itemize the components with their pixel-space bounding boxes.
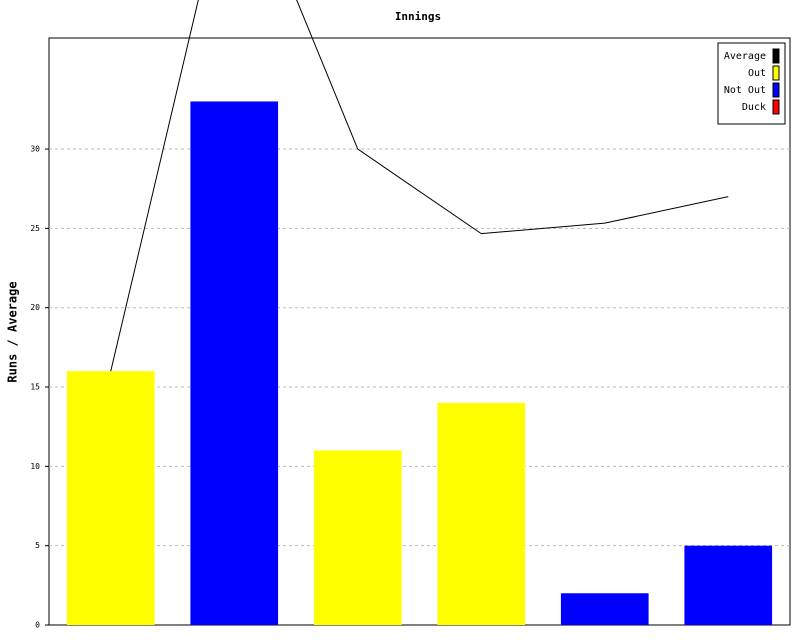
bar: [190, 101, 279, 625]
legend-swatch: [772, 99, 780, 115]
legend-label: Average: [724, 51, 766, 62]
bar: [684, 545, 773, 625]
bar: [437, 402, 526, 625]
y-tick-label: 5: [35, 541, 40, 550]
line: [110, 0, 729, 372]
y-axis-label: Runs / Average: [6, 281, 20, 382]
y-tick-label: 20: [30, 303, 40, 312]
plot-frame: [48, 37, 791, 626]
chart-title: Innings: [395, 10, 441, 23]
y-tick-label: 10: [30, 462, 40, 471]
y-tick-label: 15: [30, 383, 40, 392]
legend-swatch: [772, 48, 780, 64]
y-tick-label: 25: [30, 224, 40, 233]
legend-label: Out: [748, 68, 766, 79]
legend-swatch: [772, 65, 780, 81]
legend-label: Duck: [742, 102, 766, 113]
y-tick-label: 30: [30, 145, 40, 154]
y-tick-label: 0: [35, 621, 40, 630]
bar: [66, 371, 155, 625]
legend: Average Out Not Out Duck: [717, 42, 786, 125]
legend-label: Not Out: [724, 85, 766, 96]
legend-swatch: [772, 82, 780, 98]
bar: [313, 450, 402, 625]
bar: [560, 593, 649, 625]
